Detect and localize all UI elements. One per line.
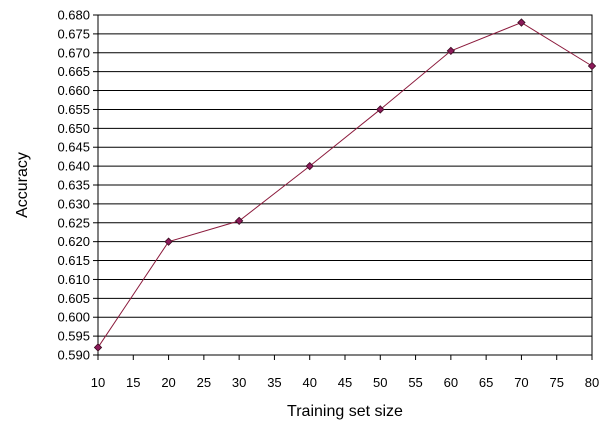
- data-point: [234, 216, 244, 226]
- x-tick-label: 80: [585, 375, 599, 390]
- y-axis: 0.590 0.595 0.600 0.605 0.610 0.615 0.620 0.625…: [57, 8, 98, 363]
- grid-lines: [98, 14, 592, 356]
- x-tick-label: 65: [479, 375, 493, 390]
- y-tick-label: 0.625: [57, 215, 90, 230]
- x-tick-label: 25: [197, 375, 211, 390]
- y-tick-label: 0.605: [57, 291, 90, 306]
- data-point: [93, 343, 103, 352]
- data-point: [305, 161, 314, 171]
- y-tick-label: 0.630: [57, 196, 90, 211]
- x-tick-label: 20: [161, 375, 175, 390]
- series-line: [97, 21, 593, 348]
- x-tick-label: 75: [549, 375, 563, 390]
- x-tick-label: 30: [232, 375, 246, 390]
- y-tick-label: 0.670: [57, 45, 90, 60]
- y-tick-label: 0.650: [57, 121, 90, 136]
- y-tick-label: 0.595: [57, 329, 90, 344]
- data-point: [446, 46, 456, 56]
- x-axis: 10 15 20 25 30 35 40 45 50 55 60 65 70 75 80: [91, 355, 599, 390]
- x-tick-label: 50: [373, 375, 387, 390]
- series-accuracy: [93, 18, 597, 352]
- y-tick-label: 0.660: [57, 83, 90, 98]
- y-tick-label: 0.635: [57, 178, 90, 193]
- y-axis-title: Accuracy: [14, 152, 31, 218]
- x-tick-label: 35: [267, 375, 281, 390]
- y-tick-label: 0.645: [57, 140, 90, 155]
- x-tick-label: 40: [302, 375, 316, 390]
- y-tick-label: 0.680: [57, 8, 90, 23]
- x-tick-label: 70: [514, 375, 528, 390]
- y-tick-label: 0.675: [57, 26, 90, 41]
- x-tick-label: 15: [126, 375, 140, 390]
- y-tick-label: 0.620: [57, 234, 90, 249]
- y-tick-label: 0.655: [57, 102, 90, 117]
- data-point: [164, 237, 173, 246]
- x-tick-label: 10: [91, 375, 105, 390]
- y-tick-label: 0.590: [57, 348, 90, 363]
- data-point: [517, 18, 526, 27]
- data-point: [587, 61, 597, 71]
- x-tick-label: 45: [338, 375, 352, 390]
- data-point: [376, 105, 385, 114]
- x-axis-title: Training set size: [287, 403, 403, 420]
- x-tick-label: 60: [444, 375, 458, 390]
- y-tick-label: 0.665: [57, 64, 90, 79]
- y-tick-label: 0.610: [57, 272, 90, 287]
- y-tick-label: 0.600: [57, 310, 90, 325]
- y-tick-label: 0.615: [57, 253, 90, 268]
- x-tick-label: 55: [408, 375, 422, 390]
- y-tick-label: 0.640: [57, 159, 90, 174]
